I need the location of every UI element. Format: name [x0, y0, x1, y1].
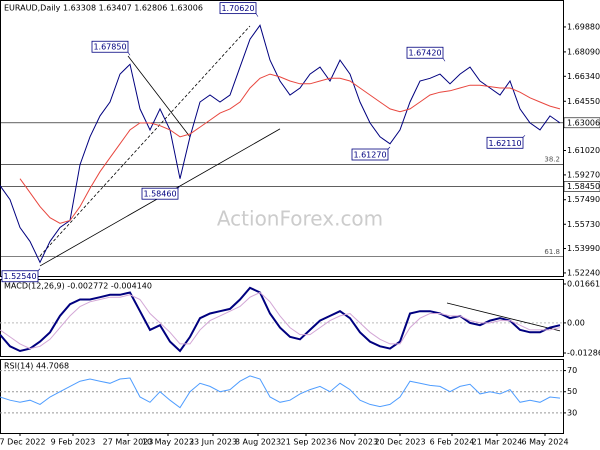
y-tick-label: 70: [567, 366, 577, 375]
trend-line: [127, 55, 191, 138]
x-tick-label: 20 Dec 2023: [374, 438, 425, 447]
x-tick-label: 9 Feb 2023: [51, 438, 96, 447]
level-label: 1.58450: [567, 182, 600, 191]
macd-panel: [0, 279, 564, 357]
callout-label: 1.61270: [353, 151, 386, 160]
x-tick-label: 23 Jun 2023: [189, 438, 237, 447]
price-panel: [0, 0, 564, 277]
y-tick-label: 1.66340: [567, 72, 600, 81]
callout-label: 1.52540: [3, 272, 36, 281]
y-tick-label: 0.00: [567, 318, 585, 327]
callout-label: 1.67420: [408, 49, 441, 58]
fib-label: 61.8: [544, 248, 560, 256]
level-box: [563, 117, 600, 129]
x-tick-label: 6 Feb 2024: [430, 438, 475, 447]
series-line: [0, 375, 561, 409]
callout-box: [219, 2, 257, 15]
series-line: [19, 73, 561, 224]
y-tick-label: 0.016619: [567, 280, 600, 289]
callout-pointer: [127, 52, 131, 56]
trend-line: [446, 302, 561, 332]
series-line: [0, 286, 561, 353]
macd-title: MACD(12,26,9) -0.002772 -0.004140: [4, 282, 152, 291]
level-label: 1.63006: [567, 118, 600, 127]
watermark: ActionForex.com: [217, 207, 383, 231]
x-tick-label: 6 Nov 2023: [332, 438, 378, 447]
y-tick-label: 1.52240: [567, 268, 600, 277]
rsi-panel: [0, 359, 564, 434]
callout-box: [141, 187, 179, 200]
y-tick-label: 1.64550: [567, 97, 600, 106]
callout-pointer: [442, 58, 446, 62]
callout-pointer: [255, 13, 259, 17]
x-tick-label: 21 Sep 2023: [281, 438, 332, 447]
y-tick-label: 1.68090: [567, 47, 600, 56]
x-tick-label: 21 Mar 2024: [472, 438, 523, 447]
x-tick-label: 6 May 2024: [521, 438, 568, 447]
x-tick-label: 27 Dec 2022: [0, 438, 46, 447]
callout-box: [91, 40, 129, 53]
trend-line: [39, 25, 251, 257]
y-tick-label: 30: [567, 408, 577, 417]
x-tick-label: 10 May 2023: [142, 438, 194, 447]
y-tick-label: 50: [567, 387, 577, 396]
y-tick-label: 1.61020: [567, 146, 600, 155]
level-box: [563, 181, 600, 192]
y-tick-label: -0.012864: [567, 348, 600, 357]
callout-box: [1, 270, 39, 283]
callout-box: [406, 46, 444, 59]
series-line: [0, 24, 561, 264]
callout-box: [486, 136, 524, 149]
y-tick-label: 1.57490: [567, 195, 600, 204]
callout-label: 1.58460: [143, 190, 176, 199]
callout-label: 1.62110: [488, 139, 521, 148]
chart-title: EURAUD,Daily 1.63308 1.63407 1.62806 1.6…: [4, 4, 203, 13]
series-line: [0, 291, 561, 350]
x-tick-label: 8 Aug 2023: [235, 438, 281, 447]
y-tick-label: 1.69880: [567, 22, 600, 31]
y-tick-label: 1.53990: [567, 244, 600, 253]
callout-box: [351, 148, 389, 161]
y-tick-label: 1.59270: [567, 170, 600, 179]
fib-label: 38.2: [544, 156, 560, 164]
callout-label: 1.67850: [93, 43, 126, 52]
y-tick-label: 1.55730: [567, 220, 600, 229]
callout-label: 1.70620: [221, 4, 254, 13]
x-tick-label: 27 Mar 2023: [103, 438, 154, 447]
rsi-title: RSI(14) 44.7068: [4, 362, 69, 371]
